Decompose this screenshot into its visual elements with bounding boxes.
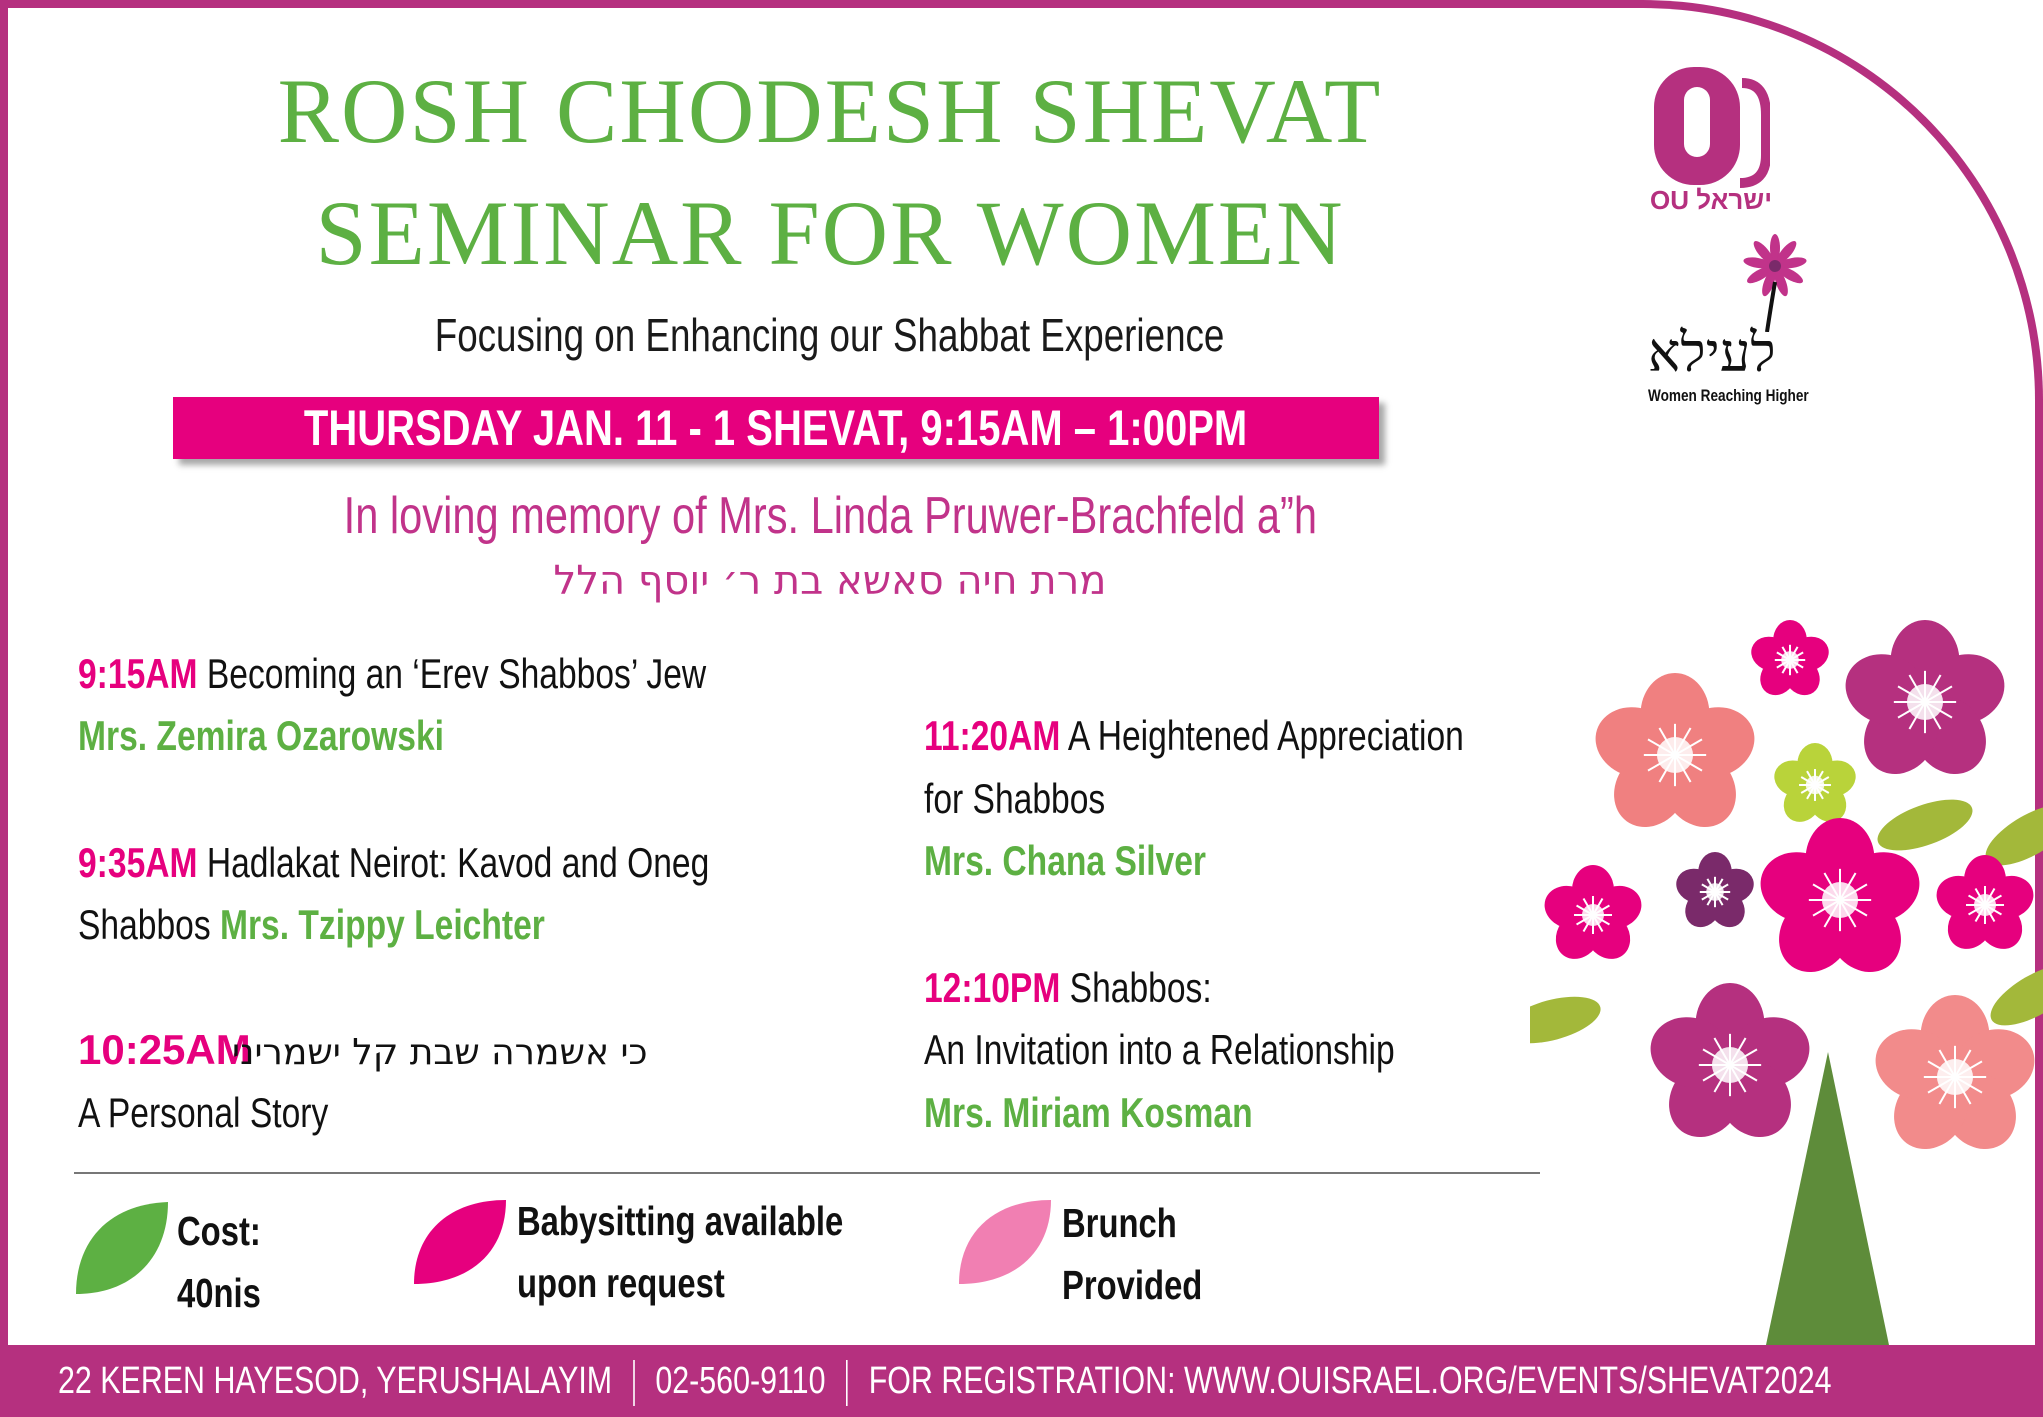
brunch-line1: Brunch bbox=[1062, 1200, 1177, 1246]
talk-title: Hadlakat Neirot: Kavod and Oneg bbox=[206, 839, 710, 886]
title-line-2: SEMINAR FOR WOMEN bbox=[315, 182, 1345, 284]
flower-tree-illustration bbox=[1530, 620, 2043, 1345]
schedule-item-2: 9:35AM Hadlakat Neirot: Kavod and Oneg bbox=[78, 839, 709, 887]
flower-icon bbox=[1676, 852, 1754, 928]
babysitting-line1: Babysitting available bbox=[517, 1198, 844, 1244]
talk-title-hebrew: כי אשמרה שבת קל ישמריני bbox=[232, 1032, 648, 1073]
schedule-item-3: 10:25AM כי אשמרה שבת קל ישמריני bbox=[78, 1026, 648, 1074]
flower-icon bbox=[1751, 620, 1829, 696]
ou-logo-text: OU ישראל bbox=[1650, 185, 1773, 215]
time: 12:10PM bbox=[924, 964, 1061, 1011]
leaf-icon bbox=[1985, 804, 2043, 866]
time: 10:25AM bbox=[78, 1026, 251, 1073]
schedule-item-1: 9:15AM Becoming an ‘Erev Shabbos’ Jew bbox=[78, 650, 706, 698]
leila-tagline: Women Reaching Higher bbox=[1648, 386, 1809, 405]
flower-icon bbox=[1845, 620, 2005, 775]
talk-title-cont: for Shabbos bbox=[924, 775, 1106, 822]
flower-icon bbox=[1774, 743, 1856, 822]
tree-trunk bbox=[1766, 1052, 1889, 1345]
pink-leaf-icon bbox=[414, 1200, 506, 1284]
speaker: Mrs. Tzippy Leichter bbox=[219, 901, 545, 948]
talk-title: Becoming an ‘Erev Shabbos’ Jew bbox=[206, 650, 707, 697]
time: 9:35AM bbox=[78, 839, 198, 886]
flower-icon bbox=[1544, 865, 1642, 959]
footer-registration-link[interactable]: FOR REGISTRATION: WWW.OUISRAEL.ORG/EVENT… bbox=[868, 1360, 1832, 1402]
talk-title: Shabbos: bbox=[1069, 964, 1212, 1011]
ou-logo bbox=[1650, 65, 1771, 190]
flower-icon bbox=[1760, 818, 1920, 973]
flower-icon bbox=[1595, 673, 1755, 828]
divider bbox=[74, 1172, 1540, 1174]
footer-separator bbox=[632, 1359, 635, 1406]
footer-phone: 02-560-9110 bbox=[655, 1360, 826, 1402]
talk-title-cont: Shabbos bbox=[78, 901, 211, 948]
schedule-item-5: 12:10PM Shabbos: bbox=[924, 964, 1212, 1012]
subtitle: Focusing on Enhancing our Shabbat Experi… bbox=[435, 309, 1225, 361]
talk-title-cont: A Personal Story bbox=[78, 1089, 329, 1136]
ou-logo-icon bbox=[1654, 67, 1771, 188]
date-banner-text: THURSDAY JAN. 11 - 1 SHEVAT, 9:15AM – 1:… bbox=[304, 400, 1248, 456]
memorial-text: In loving memory of Mrs. Linda Pruwer-Br… bbox=[343, 487, 1317, 545]
footer-address: 22 KEREN HAYESOD, YERUSHALAYIM bbox=[58, 1360, 613, 1402]
flower-icon bbox=[1936, 855, 2034, 949]
flower-icon bbox=[1650, 983, 1810, 1138]
leaf-icon bbox=[1990, 964, 2043, 1026]
memorial-hebrew: מרת חיה סאשא בת ר׳ יוסף הלל bbox=[553, 558, 1107, 604]
cost-label: Cost: bbox=[177, 1208, 261, 1254]
leaf-icon bbox=[1530, 996, 1601, 1044]
time: 11:20AM bbox=[924, 712, 1061, 759]
light-pink-leaf-icon bbox=[959, 1200, 1051, 1284]
speaker: Mrs. Chana Silver bbox=[924, 837, 1206, 884]
brunch-line2: Provided bbox=[1062, 1262, 1203, 1308]
flower-icon bbox=[1875, 995, 2035, 1150]
cost-value: 40nis bbox=[177, 1270, 261, 1316]
leila-flower-icon bbox=[1740, 232, 1810, 337]
schedule-item-4: 11:20AM A Heightened Appreciation bbox=[924, 712, 1464, 760]
date-banner: THURSDAY JAN. 11 - 1 SHEVAT, 9:15AM – 1:… bbox=[173, 397, 1379, 459]
speaker: Mrs. Miriam Kosman bbox=[924, 1089, 1253, 1136]
footer-separator bbox=[846, 1359, 848, 1406]
footer: 22 KEREN HAYESOD, YERUSHALAYIM 02-560-911… bbox=[0, 1345, 2043, 1417]
title-line-1: ROSH CHODESH SHEVAT bbox=[277, 60, 1383, 162]
talk-title-cont: An Invitation into a Relationship bbox=[924, 1026, 1395, 1073]
speaker: Mrs. Zemira Ozarowski bbox=[78, 712, 445, 759]
time: 9:15AM bbox=[78, 650, 198, 697]
talk-title: A Heightened Appreciation bbox=[1067, 712, 1464, 759]
babysitting-line2: upon request bbox=[517, 1260, 725, 1306]
leaf-icon bbox=[1877, 799, 1973, 851]
green-leaf-icon bbox=[76, 1202, 168, 1294]
leila-logo-hebrew: לעילא bbox=[1648, 321, 1776, 384]
